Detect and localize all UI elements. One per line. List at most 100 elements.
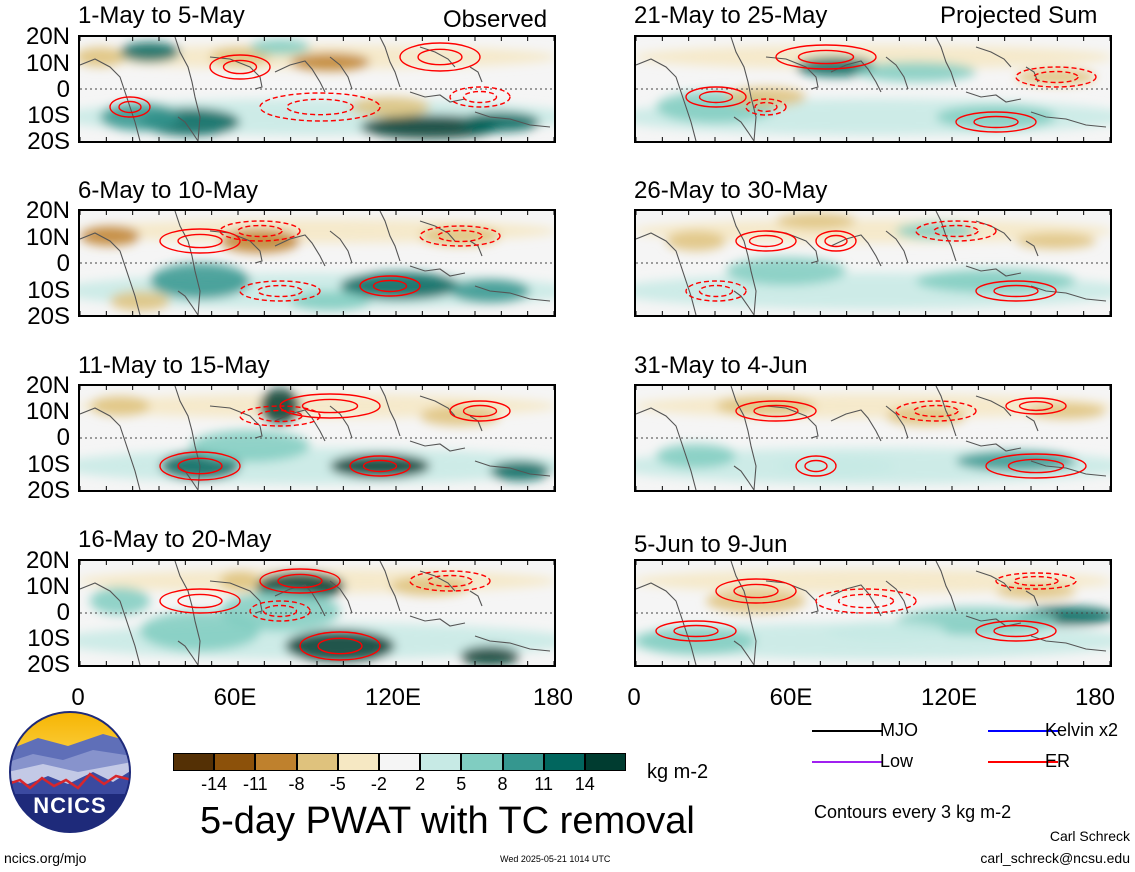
coastline [885, 56, 909, 90]
legend-swatch [988, 730, 1058, 732]
map-panel [78, 209, 556, 317]
coastline [209, 56, 263, 90]
coastline [935, 37, 957, 88]
pwat-anomaly-blob [636, 569, 1110, 593]
coastline [409, 265, 466, 277]
coastline [174, 386, 201, 490]
coastline [379, 386, 401, 437]
map-panel [78, 384, 556, 492]
lon-label: 120E [920, 684, 978, 711]
colorbar-swatch [296, 753, 338, 771]
er-contour [409, 570, 491, 592]
pwat-map [636, 561, 1110, 665]
colorbar-swatch [337, 753, 379, 771]
er-contour [427, 574, 473, 588]
er-contour [913, 404, 959, 418]
colorbar-tick-label: -2 [370, 774, 387, 794]
lon-label: 60E [769, 684, 813, 711]
coastline [469, 240, 483, 257]
coastline [474, 111, 551, 128]
lon-label: 180 [532, 684, 574, 711]
er-contour [109, 96, 151, 118]
coastline [885, 405, 909, 439]
coastline [965, 91, 1022, 103]
pwat-map [80, 211, 554, 315]
er-contour [462, 404, 498, 418]
coastline [274, 60, 326, 93]
pwat-anomaly-blob [90, 396, 150, 416]
pwat-anomaly-blob [110, 291, 170, 311]
colorbar-swatch [420, 753, 462, 771]
lat-label: 0 [56, 250, 70, 277]
coastline [177, 640, 199, 665]
er-contour [449, 400, 511, 422]
coastline [274, 584, 326, 617]
coastline [1025, 240, 1039, 257]
coastline [765, 405, 819, 439]
pwat-anomaly-blob [1026, 403, 1106, 419]
er-contour [301, 398, 359, 414]
map-panel [634, 35, 1112, 143]
pwat-anomaly-blob [150, 263, 250, 299]
colorbar-swatch [173, 753, 215, 771]
pwat-anomaly-blob [350, 97, 430, 117]
er-contour [286, 98, 354, 116]
er-contour [815, 230, 857, 252]
er-contour [209, 54, 271, 80]
er-contour [349, 455, 411, 477]
coastline [379, 211, 401, 262]
er-contour [317, 637, 363, 655]
pwat-anomaly-blob [706, 589, 806, 613]
site-link[interactable]: ncics.org/mjo [4, 850, 87, 866]
lat-label: 0 [56, 76, 70, 103]
observed-header: Observed [443, 6, 548, 33]
pwat-anomaly-blob [666, 231, 726, 251]
ncics-logo: NCICS [8, 710, 132, 834]
coastlines [80, 37, 551, 141]
er-contour [219, 220, 301, 242]
coastline [209, 580, 263, 614]
er-contour [685, 280, 747, 302]
er-contour [815, 588, 917, 614]
er-contour [915, 220, 997, 242]
panel-title: 1-May to 5-May [78, 2, 245, 29]
coastline [174, 37, 201, 141]
er-contour [262, 604, 298, 618]
er-contour [277, 573, 323, 589]
coastline [329, 230, 353, 264]
colorbar-swatch [255, 753, 297, 771]
er-contour [735, 230, 797, 252]
coastline [474, 635, 551, 652]
er-contour [362, 459, 398, 473]
coastline [765, 56, 819, 90]
colorbar-swatch [461, 753, 503, 771]
lat-label: 20S [27, 303, 70, 330]
er-contour [1005, 397, 1067, 415]
colorbar-swatch [584, 753, 627, 771]
pwat-anomaly-blob [916, 269, 1076, 293]
colorbar-tick-label: 5 [456, 774, 467, 794]
coastline [965, 265, 1022, 277]
er-contour [975, 620, 1057, 642]
legend-swatch [812, 730, 882, 732]
coastline [474, 460, 551, 477]
pwat-anomaly-shading [80, 569, 554, 665]
pwat-anomaly-blob [190, 430, 310, 462]
pwat-map [80, 37, 554, 141]
er-contour [735, 400, 817, 422]
coastlines [80, 386, 551, 490]
lat-label: 10S [27, 102, 70, 129]
coastline [80, 232, 141, 315]
er-contour [754, 101, 778, 113]
coastline [409, 440, 466, 452]
coastline [177, 290, 199, 315]
colorbar-tick-label: 8 [497, 774, 508, 794]
map-panel [634, 559, 1112, 667]
pwat-anomaly-blob [1016, 233, 1096, 249]
lat-label: 10S [27, 451, 70, 478]
coastline [733, 116, 755, 141]
lat-label: 20N [25, 23, 70, 50]
coastline [379, 561, 401, 612]
er-contour [249, 600, 311, 622]
er-contour [419, 225, 501, 247]
